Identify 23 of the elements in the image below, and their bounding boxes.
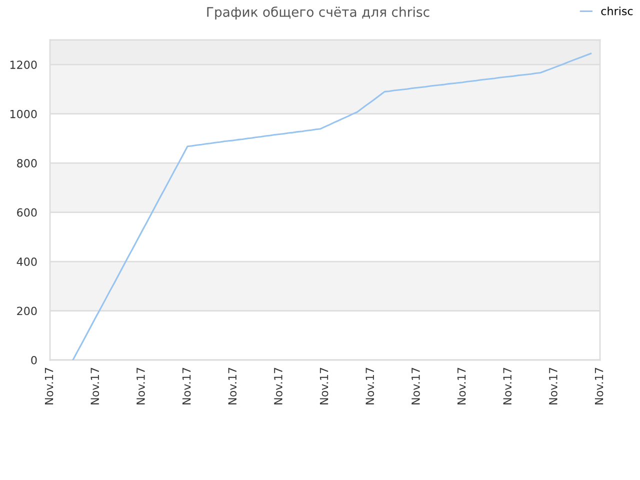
y-tick-label: 200 [17,306,37,316]
y-tick-label: 0 [31,356,37,364]
y-tick-label: 800 [17,159,37,168]
legend-label: chrisc [601,6,633,16]
chart-title: График общего счёта для chrisc [207,6,430,20]
y-tick-label: 1000 [10,110,37,118]
x-tick-label: Nov.17 [228,368,237,404]
x-tick-label: Nov.17 [320,368,328,404]
y-tick-label: 600 [17,208,37,217]
y-tick-label: 1200 [10,60,37,69]
x-tick-label: Nov.17 [274,368,282,404]
y-tick-label: 400 [16,258,37,266]
x-tick-label: Nov.17 [457,368,466,404]
x-tick-label: Nov.17 [549,368,558,404]
x-tick-label: Nov.17 [594,368,604,404]
x-tick-label: Nov.17 [90,368,100,404]
x-tick-label: Nov.17 [412,368,420,404]
x-tick-label: Nov.17 [503,368,512,404]
line-series [72,52,592,360]
x-tick-label: Nov.17 [366,368,374,404]
x-tick-label: Nov.17 [136,368,145,404]
x-tick-label: Nov.17 [182,368,191,404]
x-tick-label: Nov.17 [44,368,54,404]
